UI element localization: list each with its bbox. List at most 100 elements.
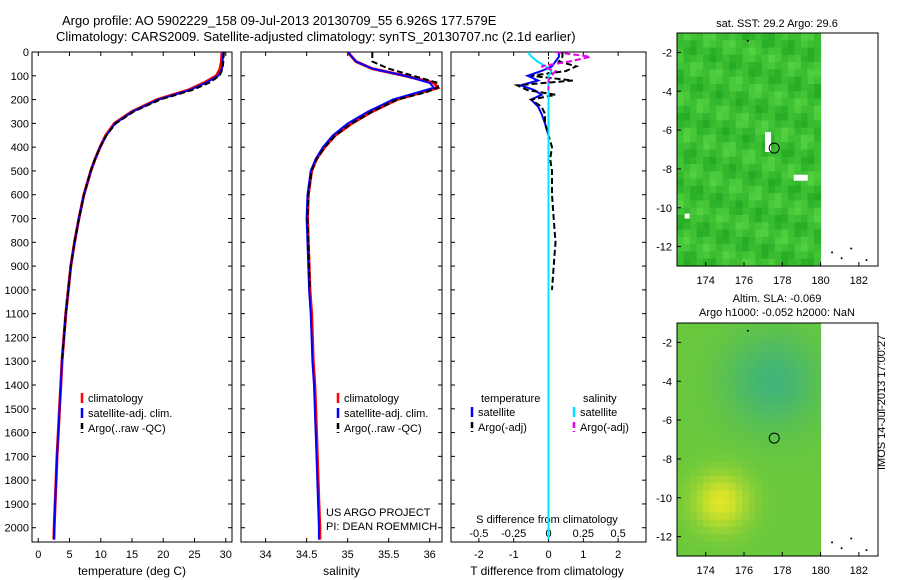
- island-marker: [865, 549, 868, 552]
- map-cell: [709, 344, 717, 353]
- map-cell: [768, 381, 776, 390]
- map-cell: [709, 395, 717, 404]
- temperature-axis-label: temperature (deg C): [78, 564, 186, 578]
- map-cell: [696, 171, 704, 180]
- map-cell: [696, 526, 704, 535]
- map-cell: [690, 323, 698, 331]
- map-cell: [814, 251, 822, 260]
- map-cell: [683, 127, 691, 136]
- map-cell: [677, 69, 685, 78]
- map-cell: [794, 352, 802, 360]
- secondary-x-tick-label: 0.25: [573, 528, 594, 540]
- map-cell: [814, 69, 822, 78]
- map-cell: [722, 156, 730, 165]
- map-cell: [761, 548, 769, 557]
- map-cell: [755, 185, 763, 194]
- sla-map: 174 176 178 180 182-2-4-6-8-10-12: [656, 322, 879, 577]
- map-cell: [742, 439, 750, 448]
- map-cell: [677, 47, 685, 56]
- map-cell: [683, 519, 691, 528]
- map-cell: [696, 519, 704, 528]
- map-cell: [696, 337, 704, 346]
- map-cell: [794, 395, 802, 404]
- map-cell: [787, 105, 795, 114]
- map-cell: [716, 475, 724, 484]
- map-cell: [709, 439, 717, 448]
- map-cell: [742, 200, 750, 209]
- map-cell: [755, 381, 763, 390]
- map-cell: [683, 76, 691, 85]
- map-cell: [683, 251, 691, 260]
- map-cell: [801, 185, 809, 194]
- map-cell: [774, 483, 782, 492]
- map-cell: [814, 33, 822, 41]
- map-cell: [716, 33, 724, 41]
- map-cell: [774, 84, 782, 92]
- map-cell: [761, 69, 769, 78]
- map-cell: [748, 156, 756, 165]
- map-cell: [729, 344, 737, 353]
- map-cell: [755, 244, 763, 253]
- map-cell: [677, 156, 685, 165]
- map-cell: [787, 424, 795, 433]
- map-cell: [716, 69, 724, 78]
- map-cell: [690, 127, 698, 136]
- secondary-x-tick-label: -0.25: [501, 528, 526, 540]
- map-cell: [748, 337, 756, 346]
- map-cell: [742, 344, 750, 353]
- map-cell: [683, 62, 691, 70]
- map-cell: [677, 417, 685, 426]
- map-cell: [748, 432, 756, 441]
- map-cell: [755, 337, 763, 346]
- map-cell: [696, 432, 704, 441]
- map-cell: [696, 222, 704, 231]
- map-cell: [814, 54, 822, 63]
- y-tick-label: 400: [11, 142, 29, 154]
- map-cell: [787, 446, 795, 455]
- map-cell: [709, 410, 717, 419]
- map-cell: [768, 461, 776, 470]
- map-cell: [807, 215, 815, 223]
- map-cell: [768, 490, 776, 499]
- map-cell: [696, 134, 704, 143]
- map-cell: [742, 105, 750, 114]
- map-cell: [716, 84, 724, 92]
- map-cell: [814, 548, 822, 557]
- map-cell: [787, 468, 795, 477]
- map-cell: [709, 323, 717, 331]
- map-cell: [761, 244, 769, 253]
- map-cell: [696, 475, 704, 484]
- map-cell: [768, 222, 776, 231]
- map-cell: [735, 490, 743, 499]
- map-cell: [807, 323, 815, 331]
- map-cell: [677, 330, 685, 339]
- map-cell: [703, 142, 711, 151]
- map-cell: [787, 330, 795, 339]
- salinity-legend-item-label: Argo(..raw -QC): [344, 423, 422, 435]
- map-cell: [807, 483, 815, 492]
- map-cell: [801, 497, 809, 506]
- map-cell: [781, 417, 789, 426]
- map-cell: [709, 359, 717, 368]
- map-cell: [807, 439, 815, 448]
- map-cell: [703, 258, 711, 267]
- map-cell: [703, 207, 711, 216]
- map-cell: [716, 222, 724, 231]
- map-cell: [761, 432, 769, 441]
- map-cell: [716, 446, 724, 455]
- map-cell: [801, 432, 809, 441]
- map-cell: [774, 40, 782, 49]
- map-cell: [807, 76, 815, 85]
- map-cell: [735, 395, 743, 404]
- map-cell: [696, 193, 704, 202]
- map-cell: [742, 366, 750, 375]
- map-cell: [814, 439, 822, 448]
- map-cell: [801, 156, 809, 165]
- map-cell: [690, 344, 698, 353]
- map-x-tick-label: 174: [697, 275, 715, 287]
- map-cell: [801, 410, 809, 419]
- map-cell: [742, 185, 750, 194]
- map-cell: [781, 33, 789, 41]
- map-cell: [781, 244, 789, 253]
- map-cell: [748, 215, 756, 223]
